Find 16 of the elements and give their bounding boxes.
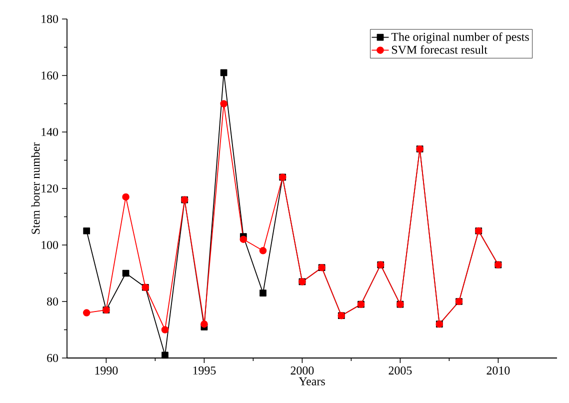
x-axis-title: Years [298, 377, 325, 386]
x-tick-label: 1995 [193, 366, 216, 375]
x-tick-label: 1990 [95, 366, 118, 375]
y-tick-label: 60 [47, 354, 58, 362]
y-tick-label: 140 [42, 128, 58, 136]
y-tick-label: 100 [42, 240, 58, 250]
legend-label: SVM forecast result [392, 45, 488, 54]
x-tick-label: 2010 [486, 366, 510, 375]
legend-label: The original number of pests [391, 32, 529, 44]
y-tick-label: 160 [42, 71, 58, 80]
y-tick-label: 180 [42, 14, 58, 24]
y-tick-label: 80 [47, 297, 58, 306]
y-axis-title: Stem borer number [31, 142, 40, 234]
x-tick-label: 2000 [290, 366, 314, 375]
x-tick-label: 2005 [388, 366, 412, 375]
y-tick-label: 120 [42, 184, 58, 193]
